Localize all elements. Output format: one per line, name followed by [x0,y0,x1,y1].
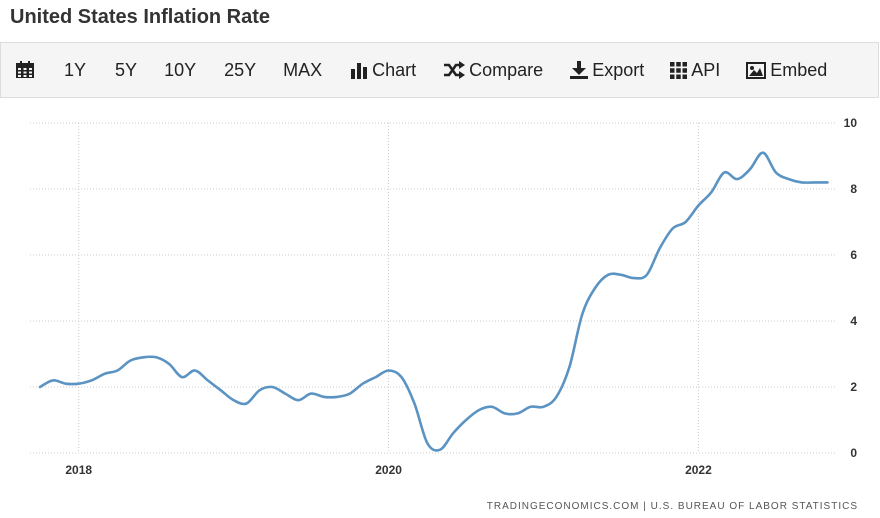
page-title: United States Inflation Rate [10,6,271,28]
series-line-inflation-rate [38,151,829,452]
export-button-label: Export [592,59,645,80]
api-button-label: API [691,59,721,80]
range-5y-button[interactable]: 5Y [115,59,138,80]
date-range-button[interactable] [15,43,35,97]
y-tick-label: 0 [850,446,857,460]
range-10y-button[interactable]: 10Y [164,59,197,80]
embed-button[interactable]: Embed [746,43,827,97]
chart-button-label: Chart [372,59,417,80]
x-tick-label: 2020 [375,463,402,477]
calendar-icon [16,61,34,78]
export-button[interactable]: Export [570,43,644,97]
download-icon [570,60,589,79]
x-tick-label: 2022 [685,463,712,477]
toolbar: 1Y 5Y 10Y 25Y MAX Chart Compare Export [0,42,879,98]
y-tick-label: 2 [850,380,857,394]
y-tick-label: 8 [850,182,857,196]
chart-button[interactable]: Chart [350,43,416,97]
shuffle-icon [444,61,466,79]
y-tick-label: 4 [850,314,857,328]
range-1y-button[interactable]: 1Y [64,59,87,80]
y-tick-label: 6 [850,248,857,262]
image-icon [746,61,767,79]
inflation-line-chart: 0 2 4 6 8 10 2018 2020 2022 [30,116,858,477]
grid-icon [670,61,688,79]
api-button[interactable]: API [670,43,720,97]
source-credit: TRADINGECONOMICS.COM | U.S. BUREAU OF LA… [486,501,858,512]
embed-button-label: Embed [770,59,828,80]
range-max-button[interactable]: MAX [283,59,323,80]
chart-container: 0 2 4 6 8 10 2018 2020 2022 [0,100,880,518]
compare-button-label: Compare [469,59,544,80]
x-tick-label: 2018 [65,463,92,477]
range-25y-button[interactable]: 25Y [224,59,257,80]
compare-button[interactable]: Compare [443,43,543,97]
bar-chart-icon [351,63,368,79]
y-tick-label: 10 [844,116,858,130]
